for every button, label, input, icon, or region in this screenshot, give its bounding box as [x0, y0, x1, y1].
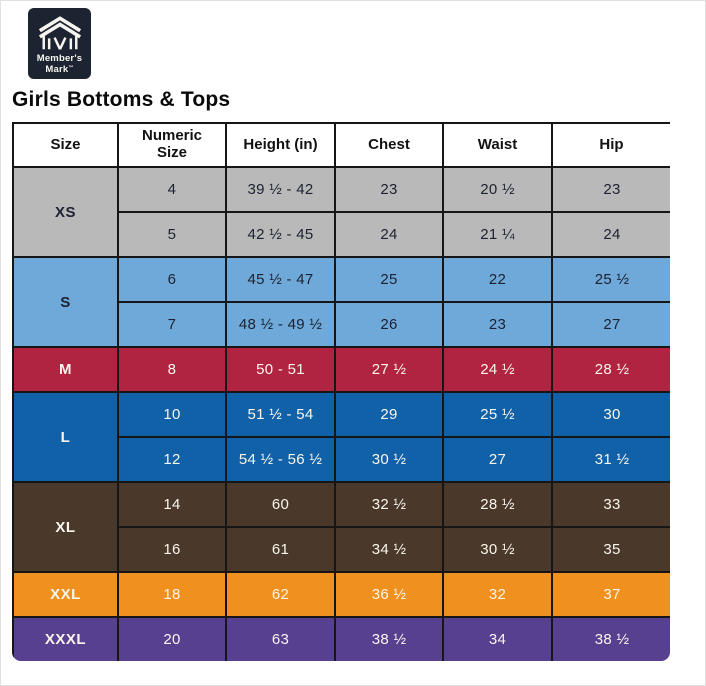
chest-cell: 38 ½: [334, 616, 444, 661]
table-row: XXXL 20 63 38 ½ 34 38 ½: [12, 616, 670, 661]
header-height-in: Height (in): [225, 122, 336, 168]
header-hip: Hip: [551, 122, 670, 168]
height-in-cell: 51 ½ - 54: [225, 391, 336, 438]
table-row: 5 42 ½ - 45 24 21 ¼ 24: [13, 211, 670, 258]
header-size: Size: [12, 122, 119, 168]
hip-cell: 33: [551, 481, 670, 528]
numeric-size-cell: 18: [117, 571, 227, 618]
waist-cell: 23: [442, 301, 553, 348]
chest-cell: 26: [334, 301, 444, 348]
hip-cell: 24: [551, 211, 670, 258]
height-in-cell: 39 ½ - 42: [225, 166, 336, 213]
height-in-cell: 42 ½ - 45: [225, 211, 336, 258]
hip-cell: 25 ½: [551, 256, 670, 303]
size-group-label: M: [12, 346, 119, 393]
size-chart-table: Size Numeric Size Height (in) Chest Wais…: [12, 122, 670, 661]
hip-cell: 30: [551, 391, 670, 438]
numeric-size-cell: 7: [117, 301, 227, 348]
waist-cell: 30 ½: [442, 526, 553, 573]
header-row: Size Numeric Size Height (in) Chest Wais…: [12, 122, 670, 168]
size-group-label: XXL: [12, 571, 119, 618]
size-group-label: XXXL: [12, 616, 119, 661]
header-numeric-size: Numeric Size: [117, 122, 227, 168]
hip-cell: 37: [551, 571, 670, 618]
trademark-symbol: ™: [68, 64, 74, 71]
height-in-cell: 62: [225, 571, 336, 618]
size-group-label: S: [12, 256, 119, 348]
chest-cell: 30 ½: [334, 436, 444, 483]
table-row: M 8 50 - 51 27 ½ 24 ½ 28 ½: [12, 346, 670, 393]
numeric-size-cell: 10: [117, 391, 227, 438]
hip-cell: 35: [551, 526, 670, 573]
chest-cell: 27 ½: [334, 346, 444, 393]
numeric-size-cell: 5: [117, 211, 227, 258]
hip-cell: 27: [551, 301, 670, 348]
height-in-cell: 50 - 51: [225, 346, 336, 393]
waist-cell: 28 ½: [442, 481, 553, 528]
chest-cell: 34 ½: [334, 526, 444, 573]
chest-cell: 32 ½: [334, 481, 444, 528]
chest-cell: 29: [334, 391, 444, 438]
waist-cell: 20 ½: [442, 166, 553, 213]
waist-cell: 25 ½: [442, 391, 553, 438]
table-row: XL 14 60 32 ½ 28 ½ 33: [12, 481, 670, 573]
chest-cell: 25: [334, 256, 444, 303]
table-row: L 10 51 ½ - 54 29 25 ½ 30: [12, 391, 670, 483]
page-title: Girls Bottoms & Tops: [12, 88, 231, 111]
members-mark-logo: Member's Mark™: [28, 8, 91, 79]
numeric-size-cell: 6: [117, 256, 227, 303]
hip-cell: 38 ½: [551, 616, 670, 661]
table-row: 16 61 34 ½ 30 ½ 35: [13, 526, 670, 573]
chest-cell: 36 ½: [334, 571, 444, 618]
size-group-label: L: [12, 391, 119, 483]
numeric-size-cell: 16: [117, 526, 227, 573]
table-row: S 6 45 ½ - 47 25 22 25 ½: [12, 256, 670, 348]
height-in-cell: 63: [225, 616, 336, 661]
table-row: XS 4 39 ½ - 42 23 20 ½ 23: [12, 166, 670, 258]
waist-cell: 32: [442, 571, 553, 618]
table-row: 12 54 ½ - 56 ½ 30 ½ 27 31 ½: [13, 436, 670, 483]
hip-cell: 28 ½: [551, 346, 670, 393]
height-in-cell: 61: [225, 526, 336, 573]
height-in-cell: 54 ½ - 56 ½: [225, 436, 336, 483]
header-chest: Chest: [334, 122, 444, 168]
height-in-cell: 45 ½ - 47: [225, 256, 336, 303]
height-in-cell: 60: [225, 481, 336, 528]
size-group-label: XS: [12, 166, 119, 258]
numeric-size-cell: 4: [117, 166, 227, 213]
numeric-size-cell: 8: [117, 346, 227, 393]
waist-cell: 22: [442, 256, 553, 303]
hip-cell: 23: [551, 166, 670, 213]
table-row: 7 48 ½ - 49 ½ 26 23 27: [13, 301, 670, 348]
size-group-label: XL: [12, 481, 119, 573]
waist-cell: 24 ½: [442, 346, 553, 393]
waist-cell: 27: [442, 436, 553, 483]
members-mark-wordmark: Member's Mark™: [36, 53, 83, 75]
header-waist: Waist: [442, 122, 553, 168]
hip-cell: 31 ½: [551, 436, 670, 483]
numeric-size-cell: 12: [117, 436, 227, 483]
height-in-cell: 48 ½ - 49 ½: [225, 301, 336, 348]
waist-cell: 21 ¼: [442, 211, 553, 258]
size-chart-table-wrapper: Size Numeric Size Height (in) Chest Wais…: [12, 122, 670, 661]
chest-cell: 23: [334, 166, 444, 213]
brand-name-line1: Member's: [36, 53, 83, 64]
chest-cell: 24: [334, 211, 444, 258]
numeric-size-cell: 14: [117, 481, 227, 528]
table-row: XXL 18 62 36 ½ 32 37: [12, 571, 670, 618]
waist-cell: 34: [442, 616, 553, 661]
brand-name-line2: Mark: [45, 63, 69, 75]
numeric-size-cell: 20: [117, 616, 227, 661]
members-mark-m-icon: [38, 16, 81, 50]
